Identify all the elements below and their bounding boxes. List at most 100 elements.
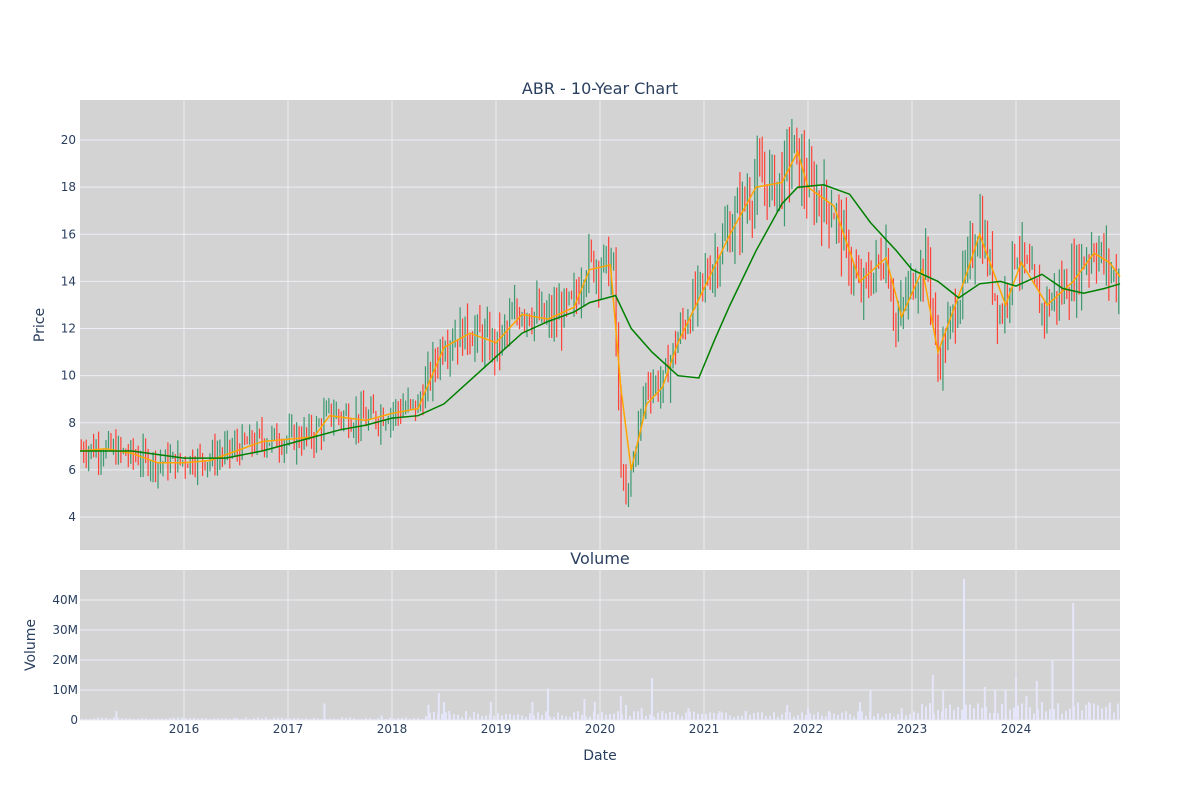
volume-bar [169, 718, 171, 720]
volume-bar [737, 716, 739, 720]
volume-bar [945, 708, 947, 720]
price-y-tick-label: 6 [68, 463, 76, 477]
volume-bar [427, 705, 430, 720]
price-y-tick-label: 4 [68, 510, 76, 524]
price-candles [80, 119, 1120, 508]
volume-bar [349, 717, 351, 720]
volume-bar [685, 712, 687, 720]
volume-bar [317, 718, 319, 720]
volume-bar [401, 718, 403, 720]
volume-bar [421, 718, 423, 720]
volume-bar [473, 712, 475, 720]
volume-bar [1045, 711, 1047, 720]
volume-bar [489, 702, 492, 720]
volume-bar [313, 717, 315, 720]
price-gridlines [80, 100, 1120, 550]
volume-bar [753, 713, 755, 720]
volume-bar [1037, 709, 1039, 720]
volume-bar [653, 716, 655, 720]
volume-bar [557, 712, 559, 720]
volume-bar [129, 718, 131, 720]
volume-bar [443, 702, 445, 720]
volume-bar [321, 718, 323, 720]
volume-bar [217, 718, 219, 720]
volume-bar [837, 714, 839, 720]
volume-bar [429, 712, 431, 720]
volume-bar [85, 718, 87, 720]
volume-bar [361, 718, 363, 720]
volume-bar [509, 713, 511, 720]
volume-bar [533, 715, 535, 720]
volume-bar [809, 713, 811, 720]
volume-bar [573, 712, 575, 720]
volume-bar [385, 718, 387, 720]
volume-bar [497, 713, 499, 720]
price-y-ticks: 4 6 8 10 12 14 16 18 20 [61, 133, 76, 524]
volume-bar [1049, 709, 1051, 720]
volume-bar [601, 712, 603, 720]
volume-bar [827, 711, 830, 720]
volume-bar [1117, 703, 1119, 720]
volume-bar [565, 716, 567, 720]
volume-bar [909, 714, 911, 720]
volume-bar [105, 717, 107, 720]
volume-y-tick-label: 10M [52, 683, 78, 697]
volume-bar [905, 715, 907, 720]
volume-bar [1025, 696, 1028, 720]
volume-bar [1093, 703, 1095, 720]
volume-bar [553, 716, 555, 720]
volume-bar [537, 712, 539, 720]
volume-bar [713, 713, 715, 720]
volume-bar [235, 718, 237, 720]
volume-bar [285, 718, 287, 720]
volume-bar [172, 717, 175, 720]
volume-bar [765, 716, 767, 720]
volume-y-tick-label: 0 [70, 713, 78, 727]
volume-bar [1113, 712, 1115, 720]
volume-bar [1051, 660, 1054, 720]
volume-bar [301, 718, 303, 720]
price-lines [79, 149, 1121, 471]
volume-bar [640, 708, 643, 720]
volume-bar [441, 714, 443, 720]
volume-bar [109, 718, 111, 720]
volume-bar [133, 718, 135, 720]
volume-bar [797, 715, 799, 720]
volume-bar [841, 712, 843, 720]
volume-bar [345, 717, 347, 720]
date-x-tick-label: 2024 [1001, 722, 1032, 736]
volume-bar [529, 713, 531, 720]
volume-bar [989, 712, 991, 720]
long-moving-average-line [80, 184, 1121, 459]
volume-bar [525, 716, 527, 720]
volume-bar [561, 715, 563, 720]
volume-bar [145, 718, 147, 720]
volume-bar [969, 704, 971, 720]
volume-bar [793, 716, 795, 720]
volume-bar [505, 714, 507, 720]
volume-bar [963, 579, 965, 720]
volume-bar [1097, 705, 1099, 720]
volume-bar [833, 713, 835, 720]
volume-bar [125, 718, 127, 720]
volume-bar [645, 715, 647, 720]
volume-bar [869, 690, 872, 720]
volume-bar [689, 711, 691, 720]
volume-bar [709, 712, 711, 720]
volume-bar [213, 718, 215, 720]
volume-bar [253, 718, 255, 720]
volume-bar [297, 718, 299, 720]
volume-bar [589, 716, 591, 720]
volume-bar [637, 711, 639, 720]
volume-bar [873, 716, 875, 720]
volume-bar [1035, 681, 1038, 720]
volume-bar [229, 718, 231, 720]
volume-bar [953, 709, 955, 720]
volume-bar [917, 713, 919, 720]
volume-bar [665, 713, 667, 720]
volume-bar [177, 717, 179, 720]
volume-bar [937, 709, 939, 720]
volume-bar [605, 714, 607, 720]
volume-bar [633, 711, 635, 720]
volume-bar [1015, 678, 1017, 720]
